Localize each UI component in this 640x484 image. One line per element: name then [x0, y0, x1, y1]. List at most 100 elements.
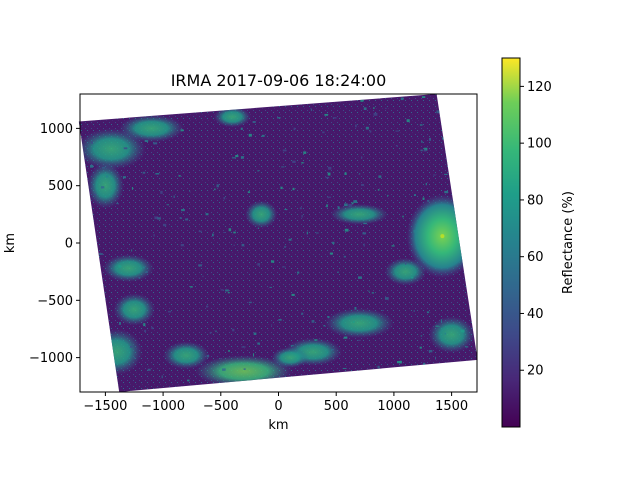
- cloud-speckle: [421, 140, 423, 143]
- cloud-speckle: [225, 289, 229, 292]
- cloud-speckle: [157, 217, 161, 220]
- cloud-speckle: [353, 200, 358, 203]
- cloud-speckle: [400, 97, 404, 101]
- cloud-speckle: [406, 119, 410, 123]
- cloud-speckle: [356, 141, 358, 143]
- cloud-blob: [86, 162, 124, 209]
- cloud-speckle: [220, 289, 224, 291]
- cloud-speckle: [104, 323, 109, 325]
- cloud-blob: [113, 293, 156, 326]
- cloud-speckle: [227, 292, 230, 294]
- cloud-speckle: [233, 231, 236, 234]
- cloud-speckle: [100, 312, 103, 314]
- cloud-speckle: [155, 173, 160, 175]
- cloud-speckle: [436, 110, 440, 114]
- cloud-speckle: [292, 187, 295, 191]
- cloud-speckle: [212, 233, 214, 237]
- cloud-speckle: [270, 95, 274, 98]
- y-tick-label: 0: [65, 237, 73, 252]
- cloud-speckle: [384, 297, 389, 300]
- colorbar-tick-label: 60: [527, 250, 544, 265]
- cloud-speckle: [185, 218, 189, 221]
- cloud-speckle: [378, 175, 382, 178]
- cloud-speckle: [358, 276, 362, 279]
- cloud-speckle: [454, 181, 458, 184]
- cloud-speckle: [369, 130, 372, 133]
- cloud-speckle: [327, 166, 332, 170]
- x-tick-label: 1000: [377, 399, 410, 414]
- cloud-speckle: [142, 171, 146, 174]
- cloud-speckle: [181, 209, 185, 212]
- cloud-speckle: [93, 193, 97, 196]
- cloud-speckle: [311, 320, 315, 323]
- cloud-speckle: [220, 358, 223, 360]
- cloud-speckle: [446, 151, 449, 155]
- cloud-speckle: [93, 227, 95, 231]
- y-axis-label: km: [3, 233, 18, 253]
- cloud-speckle: [240, 127, 243, 130]
- cloud-speckle: [327, 172, 331, 176]
- cloud-speckle: [363, 222, 367, 225]
- cloud-speckle: [423, 149, 427, 152]
- cloud-speckle: [465, 346, 469, 348]
- chart-title: IRMA 2017-09-06 18:24:00: [171, 71, 387, 90]
- cloud-speckle: [297, 271, 300, 274]
- cloud-speckle: [180, 243, 184, 247]
- cloud-speckle: [363, 107, 367, 110]
- cloud-speckle: [192, 99, 195, 103]
- cloud-speckle: [446, 384, 450, 386]
- cloud-speckle: [395, 145, 398, 147]
- cloud-speckle: [235, 154, 239, 158]
- cloud-speckle: [361, 156, 363, 159]
- cloud-speckle: [92, 244, 95, 248]
- cloud-speckle: [80, 208, 84, 211]
- cloud-speckle: [373, 112, 378, 116]
- cloud-speckle: [95, 263, 97, 266]
- cloud-speckle: [209, 331, 212, 334]
- cloud-speckle: [269, 286, 272, 288]
- cloud-speckle: [444, 332, 446, 335]
- cloud-speckle: [405, 376, 409, 379]
- cloud-speckle: [119, 321, 121, 325]
- cloud-speckle: [280, 186, 283, 190]
- cloud-speckle: [420, 335, 423, 337]
- cloud-speckle: [464, 127, 469, 131]
- cloud-speckle: [323, 324, 326, 327]
- cloud-speckle: [314, 339, 318, 341]
- cloud-speckle: [344, 228, 349, 232]
- cloud-speckle: [332, 117, 337, 119]
- cloud-speckle: [222, 368, 226, 371]
- cloud-speckle: [330, 381, 332, 385]
- cloud-speckle: [411, 276, 414, 279]
- cloud-speckle: [277, 117, 281, 119]
- cloud-speckle: [419, 124, 423, 126]
- colorbar-tick-label: 100: [527, 137, 552, 152]
- cloud-speckle: [234, 388, 237, 391]
- cloud-speckle: [215, 330, 217, 333]
- cloud-speckle: [270, 260, 275, 263]
- cloud-speckle: [342, 367, 347, 369]
- x-axis-label: km: [268, 418, 288, 433]
- cloud-speckle: [292, 160, 296, 163]
- cloud-speckle: [223, 232, 226, 234]
- cloud-speckle: [89, 219, 93, 223]
- cloud-speckle: [293, 127, 296, 131]
- cloud-speckle: [133, 357, 135, 359]
- cloud-speckle: [83, 211, 86, 213]
- cloud-speckle: [94, 351, 97, 353]
- cloud-speckle: [203, 98, 207, 102]
- cloud-speckle: [413, 310, 415, 312]
- cloud-speckle: [325, 176, 330, 179]
- cloud-speckle: [145, 271, 148, 273]
- cloud-speckle: [167, 310, 172, 313]
- cloud-speckle: [252, 120, 256, 123]
- cloud-speckle: [345, 99, 347, 102]
- cloud-speckle: [195, 95, 197, 98]
- cloud-speckle: [97, 337, 101, 340]
- y-tick-label: 1000: [40, 122, 73, 137]
- cloud-speckle: [316, 232, 319, 234]
- cloud-speckle: [327, 315, 330, 319]
- cloud-speckle: [337, 271, 339, 274]
- cloud-speckle: [391, 245, 395, 247]
- cloud-speckle: [228, 228, 232, 232]
